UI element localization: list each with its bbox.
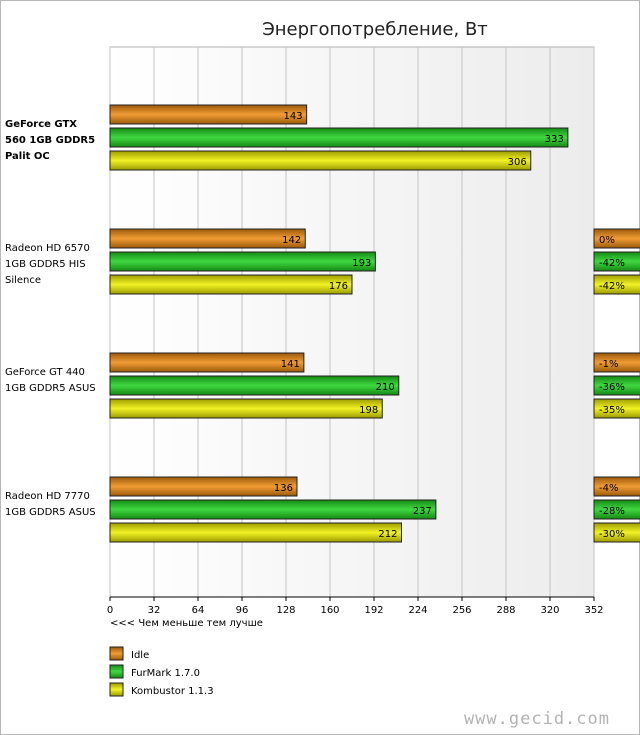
category-label: GeForce GT 440 [5, 367, 85, 378]
bar-value-label: 306 [508, 157, 527, 168]
legend: Idle FurMark 1.7.0 Kombustor 1.1.3 [109, 646, 214, 697]
bar-value-label: 212 [378, 529, 397, 540]
percent-bar [593, 375, 640, 396]
tick-label: 96 [236, 605, 249, 616]
x-axis: 0 32 64 96 128 160 192 224 256 288 320 352 [107, 596, 604, 616]
tick-label: 160 [320, 605, 339, 616]
category-label: Palit OC [5, 151, 50, 162]
percent-bar [593, 398, 640, 419]
bar [109, 228, 306, 249]
bar [109, 499, 437, 520]
bar [109, 352, 305, 373]
tick-label: 320 [540, 605, 559, 616]
tick-label: 192 [364, 605, 383, 616]
category-label: Radeon HD 6570 [5, 243, 90, 254]
watermark: www.gecid.com [464, 709, 610, 729]
chart-title: Энергопотребление, Вт [262, 19, 488, 40]
legend-swatch [109, 664, 124, 679]
bar [109, 476, 298, 497]
bar-value-label: 141 [281, 359, 300, 370]
bar [109, 127, 569, 148]
percent-bar [593, 228, 640, 249]
category-label: Radeon HD 7770 [5, 491, 90, 502]
percent-label: -4% [599, 483, 618, 494]
percent-label: -42% [599, 258, 625, 269]
legend-label: FurMark 1.7.0 [131, 668, 200, 679]
legend-swatch [109, 646, 124, 661]
percent-bar [593, 352, 640, 373]
percent-bar [593, 251, 640, 272]
bar [109, 104, 308, 125]
percent-bar [593, 476, 640, 497]
percent-label: -1% [599, 359, 618, 370]
category-label: 1GB GDDR5 HIS [5, 259, 86, 270]
percent-label: -35% [599, 405, 625, 416]
category-label: 560 1GB GDDR5 [5, 135, 95, 146]
legend-label: Kombustor 1.1.3 [131, 686, 214, 697]
tick-label: 224 [408, 605, 427, 616]
percent-label: -36% [599, 382, 625, 393]
percent-label: 0% [599, 235, 615, 246]
bar [109, 274, 353, 295]
percent-bar [593, 499, 640, 520]
tick-label: 352 [584, 605, 603, 616]
bar-value-label: 136 [274, 483, 293, 494]
bar-value-label: 198 [359, 405, 378, 416]
category-labels: GeForce GTX 560 1GB GDDR5 Palit OC Radeon H… [5, 119, 96, 518]
tick-label: 64 [192, 605, 205, 616]
tick-label: 32 [148, 605, 161, 616]
bar-value-label: 210 [376, 382, 395, 393]
category-label: Silence [5, 275, 41, 286]
tick-label: 288 [496, 605, 515, 616]
bar-value-label: 143 [284, 111, 303, 122]
bars-layer: 143 333 306 142 0% 193 -42% 176 -42% 141 -1% 210 -36… [109, 104, 640, 543]
bar [109, 398, 383, 419]
bar-value-label: 142 [282, 235, 301, 246]
category-label: 1GB GDDR5 ASUS [5, 383, 96, 394]
percent-label: -28% [599, 506, 625, 517]
category-label: 1GB GDDR5 ASUS [5, 507, 96, 518]
percent-bar [593, 274, 640, 295]
percent-label: -42% [599, 281, 625, 292]
chart-note: <<< Чем меньше тем лучше [110, 618, 263, 629]
bar-value-label: 333 [545, 134, 564, 145]
bar [109, 375, 400, 396]
bar [109, 150, 532, 171]
tick-label: 128 [276, 605, 295, 616]
tick-label: 256 [452, 605, 471, 616]
bar-value-label: 237 [413, 506, 432, 517]
bar-value-label: 176 [329, 281, 348, 292]
bar-value-label: 193 [352, 258, 371, 269]
percent-label: -30% [599, 529, 625, 540]
tick-label: 0 [107, 605, 113, 616]
legend-swatch [109, 682, 124, 697]
bar [109, 522, 402, 543]
percent-bar [593, 522, 640, 543]
bar [109, 251, 376, 272]
category-label: GeForce GTX [5, 119, 77, 130]
legend-label: Idle [131, 650, 149, 661]
